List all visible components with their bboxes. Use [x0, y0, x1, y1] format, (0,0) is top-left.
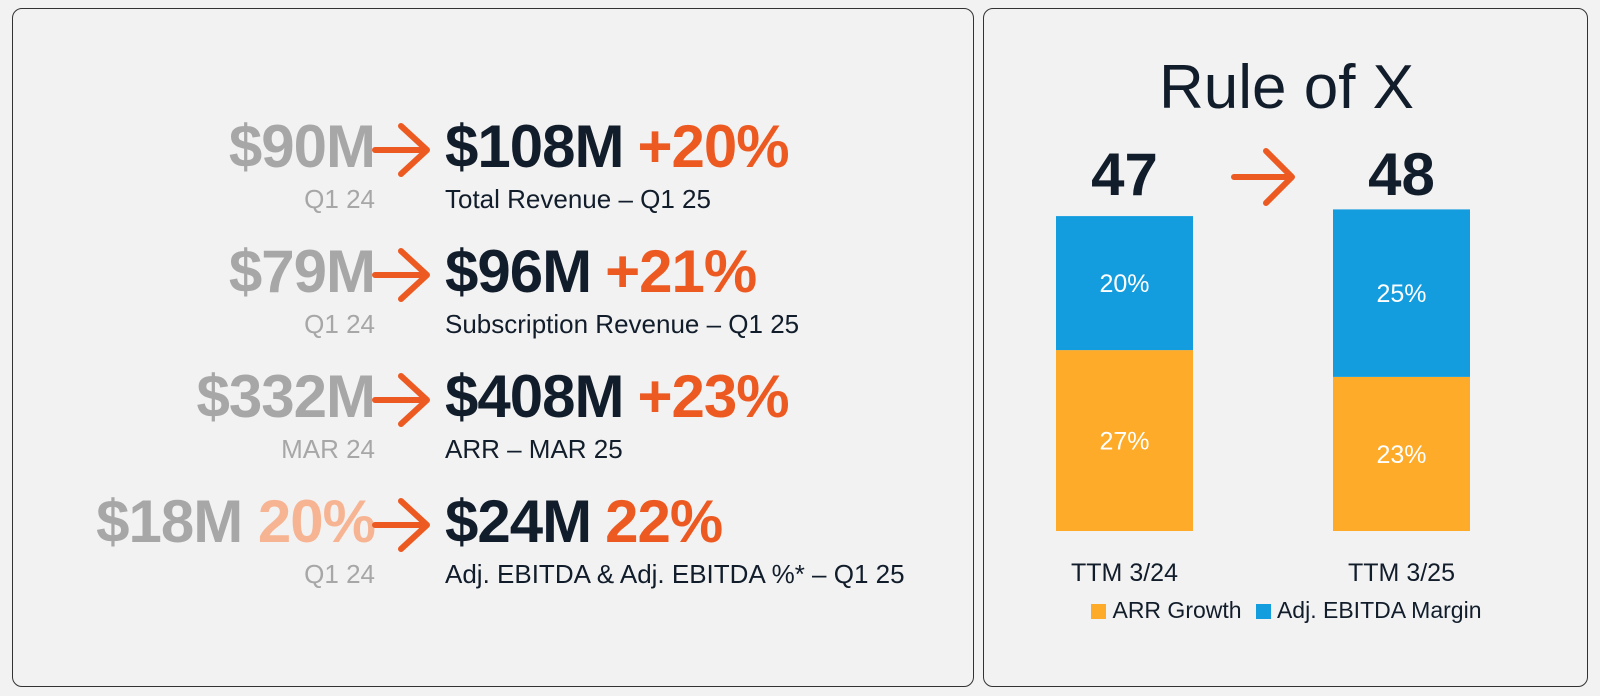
data-label: 27% [1099, 428, 1149, 456]
rule-of-x-panel: Rule of X 27% 20% 47 TTM 3/24 23% 25% 48 TTM 3/… [983, 8, 1588, 687]
total-label: 47 [1091, 141, 1158, 208]
data-label: 25% [1376, 280, 1426, 308]
metric-adj-ebitda: $18M 20% Q1 24 $24M 22% Adj. EBITDA & Adj… [13, 487, 975, 607]
change-percent: +23% [637, 363, 789, 430]
data-label: 20% [1099, 270, 1149, 298]
total-label: 48 [1368, 141, 1435, 208]
current-amount: $24M [445, 488, 592, 555]
prev-value: $18M 20% [96, 487, 376, 557]
bar-segment [1333, 209, 1470, 377]
metric-arr: $332M MAR 24 $408M +23% ARR – MAR 25 [13, 362, 975, 482]
arrow-right-icon [372, 123, 430, 177]
prev-value: $79M [228, 237, 376, 307]
prev-period: Q1 24 [304, 309, 375, 339]
current-value: $96M +21% [445, 237, 757, 307]
current-value: $24M 22% [445, 487, 723, 557]
legend-label: Adj. EBITDA Margin [1276, 597, 1482, 623]
prev-amount: $90M [228, 113, 376, 180]
arrow-right-icon [372, 373, 430, 427]
arrow-right-icon [1231, 148, 1295, 206]
prev-value: $332M [196, 362, 376, 432]
prev-amount: $332M [196, 363, 376, 430]
current-value: $408M +23% [445, 362, 790, 432]
data-label: 23% [1376, 441, 1426, 469]
arrow-right-icon [372, 248, 430, 302]
kpi-panel: $90M Q1 24 $108M +20% Total Revenue – Q1 … [12, 8, 974, 687]
prev-value: $90M [228, 112, 376, 182]
chart-title: Rule of X [1158, 53, 1415, 122]
bar-segment [1333, 376, 1470, 531]
category-label: TTM 3/24 [1071, 559, 1178, 587]
change-percent: +21% [605, 238, 757, 305]
legend-swatch [1091, 604, 1107, 619]
prev-period: MAR 24 [281, 434, 375, 464]
current-amount: $108M [445, 113, 624, 180]
legend-label: ARR Growth [1112, 597, 1242, 623]
category-label: TTM 3/25 [1348, 559, 1455, 587]
prev-percent: 20% [257, 488, 376, 555]
prev-amount: $18M [96, 488, 243, 555]
stacked-bar-chart: 27% 20% 47 TTM 3/24 23% 25% 48 TTM 3/25 [1056, 141, 1470, 587]
metric-label: ARR – MAR 25 [445, 434, 623, 464]
prev-amount: $79M [228, 238, 376, 305]
metric-label: Total Revenue – Q1 25 [445, 184, 711, 214]
change-percent: +20% [637, 113, 789, 180]
legend-item: ARR Growth [1091, 597, 1242, 624]
current-amount: $408M [445, 363, 624, 430]
arrow-right-icon [372, 498, 430, 552]
chart-legend: ARR Growth Adj. EBITDA Margin [984, 597, 1589, 624]
metric-subscription-revenue: $79M Q1 24 $96M +21% Subscription Revenue… [13, 237, 975, 357]
prev-period: Q1 24 [304, 559, 375, 589]
bar-segment [1056, 216, 1193, 351]
current-amount: $96M [445, 238, 592, 305]
prev-period: Q1 24 [304, 184, 375, 214]
current-value: $108M +20% [445, 112, 790, 182]
legend-swatch [1255, 604, 1271, 619]
legend-item: Adj. EBITDA Margin [1255, 597, 1482, 624]
metric-label: Adj. EBITDA & Adj. EBITDA %* – Q1 25 [445, 559, 905, 589]
bar-segment [1056, 350, 1193, 531]
metric-label: Subscription Revenue – Q1 25 [445, 309, 800, 339]
change-percent: 22% [605, 488, 723, 555]
metric-total-revenue: $90M Q1 24 $108M +20% Total Revenue – Q1 … [13, 112, 975, 232]
